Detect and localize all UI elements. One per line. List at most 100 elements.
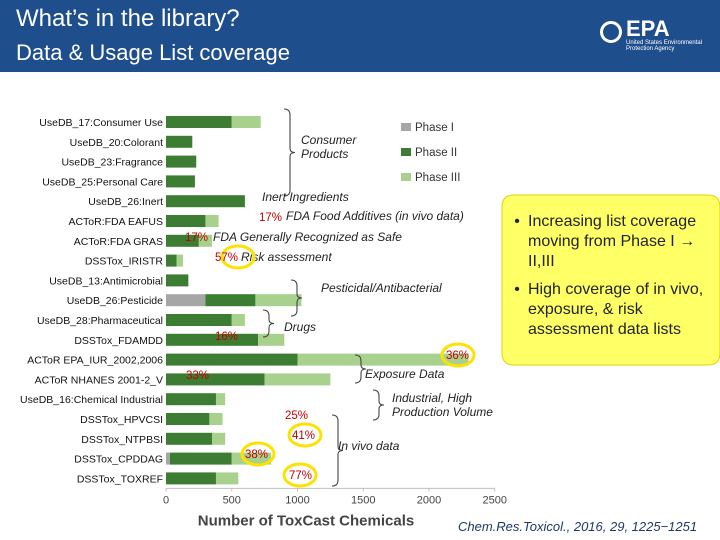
legend-label: Phase II [415,147,457,159]
percent-label: 33% [186,370,209,382]
category-label: ACToR NHANES 2001-2_V [35,374,163,386]
bar-segment [212,432,226,445]
bar-segment [166,254,177,267]
percent-label: 17% [185,232,208,244]
annotation-fda-food: FDA Food Additives (in vivo data) [286,209,464,223]
bullet-dot-icon: • [514,281,520,298]
bullet-text: Increasing list coverage moving from Pha… [528,213,697,270]
bar-segment [166,195,245,208]
category-label: DSSTox_IRISTR [85,256,164,268]
x-tick-label: 1000 [285,494,309,506]
highlight-circle [287,422,323,448]
percent-label: 38% [245,449,268,461]
chart-panel: UseDB_17:Consumer Use UseDB_20:Colorant Us… [8,100,513,540]
bar-segment [166,413,210,425]
yellow-callout [500,193,720,368]
percent-label: 36% [446,350,469,362]
category-label: ACToR:FDA GRAS [74,236,163,248]
x-axis-label: Number of ToxCast Chemicals [198,512,414,529]
bar-segment [166,373,265,386]
highlight-circle [440,342,476,368]
bar-segment [255,294,302,307]
bar-segment [166,393,216,406]
bullet-list: • Increasing list coverage moving from P… [506,212,711,348]
x-tick-label: 0 [163,494,169,506]
bar-segment [166,135,193,148]
category-label: ACToR:FDA EAFUS [68,216,163,228]
percent-label: 77% [289,470,312,482]
annotation-consumer-products-line: Products [301,147,348,161]
logo-subtext: United States Environmental Protection A… [626,40,703,52]
bar-segment [166,353,298,366]
bracket-consumer [283,108,296,197]
category-label: DSSTox_NTPBSI [81,434,163,446]
category-label: ACToR EPA_IUR_2002,2006 [27,355,163,367]
category-label: UseDB_23:Fragrance [61,157,163,169]
category-label: DSSTox_TOXREF [77,473,163,485]
category-label: UseDB_25:Personal Care [42,176,163,188]
bullet-text: High coverage of in vivo, exposure, & ri… [528,281,704,338]
bar-segment [297,353,469,366]
bar-segment [166,116,232,128]
x-tick-label: 2500 [483,494,507,506]
bar-segment [166,472,216,485]
bar-segment [166,215,206,227]
category-label: UseDB_26:Pesticide [67,295,163,307]
epa-logo: EPA United States Environmental Protecti… [600,16,710,60]
legend-label: Phase I [415,122,454,134]
category-label: UseDB_28:Pharmaceutical [37,315,163,327]
bar-segment [166,294,206,307]
logo-word: EPA [626,16,670,41]
bullet-item: • Increasing list coverage moving from P… [506,212,711,272]
bar-segment [205,215,219,227]
category-label: DSSTox_HPVCSI [80,414,163,426]
annotation-consumer-products: Consumer Products [301,133,357,161]
percent-label: 57% [215,252,238,264]
annotation-industrial-line: Production Volume [392,405,493,419]
bar-segment [166,333,259,346]
annotation-consumer-products-line: Consumer [301,133,357,147]
epa-flower-icon [600,21,622,43]
legend-swatch [401,173,411,181]
bar-segment [166,432,213,445]
percent-label: 16% [215,331,238,343]
category-label: UseDB_13:Antimicrobial [49,275,163,287]
legend-swatch [401,148,411,156]
x-tick-label: 500 [223,494,241,506]
percent-label: 17% [259,212,282,224]
bracket-exposure [354,354,367,384]
highlight-circle [240,441,276,467]
annotation-inert: Inert Ingredients [262,190,349,204]
annotation-exposure: Exposure Data [365,367,445,381]
annotation-fda-gras: FDA Generally Recognized as Safe [213,230,402,244]
legend-label: Phase III [415,172,460,184]
annotation-industrial: Industrial, High Production Volume [392,391,493,419]
annotation-pesticidal: Pesticidal/Antibacterial [321,281,442,295]
bracket-pesticidal [290,279,303,317]
highlight-circle [282,462,318,488]
percent-label: 25% [285,410,308,422]
bar-segment [198,234,213,247]
category-label: UseDB_20:Colorant [70,137,163,149]
category-label: UseDB_17:Consumer Use [39,117,163,129]
bar-segment [166,155,197,168]
legend-swatch [401,123,411,131]
category-label: DSSTox_CPDDAG [74,454,163,466]
bar-segment [176,254,184,267]
coverage-bar-chart: UseDB_17:Consumer Use UseDB_20:Colorant Us… [20,108,507,529]
bullet-item: • High coverage of in vivo, exposure, & … [506,280,711,340]
bar-segment [166,234,199,247]
annotation-industrial-line: Industrial, High [392,391,472,405]
x-tick-label: 2000 [417,494,441,506]
bar-segment [169,452,232,465]
bar-segment [215,472,239,485]
bar-segment [166,175,195,188]
bar-segment [231,116,261,128]
slide-title: What’s in the library? [16,5,240,32]
bracket-invivo [331,414,344,487]
bar-segment [205,294,256,307]
category-label: UseDB_26:Inert [88,196,163,208]
bar-segment [258,333,285,346]
annotation-in-vivo: In vivo data [338,439,400,453]
bar-segment [166,274,189,287]
